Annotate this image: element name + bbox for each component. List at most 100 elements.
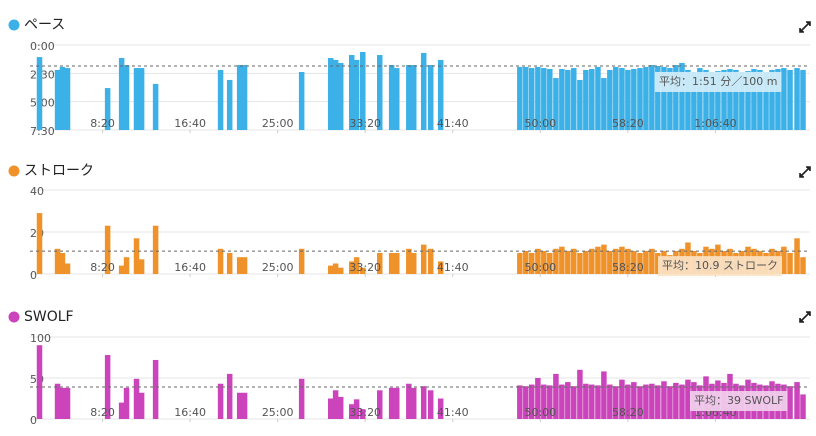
- bar: [59, 253, 66, 274]
- bar: [619, 68, 625, 130]
- bar: [583, 69, 589, 130]
- bar: [152, 225, 159, 274]
- bar: [547, 385, 553, 419]
- bar: [607, 69, 613, 130]
- bar: [727, 68, 733, 130]
- bar: [133, 238, 140, 274]
- bar: [631, 250, 637, 274]
- bar: [226, 79, 233, 130]
- bar: [410, 65, 417, 130]
- bar: [541, 250, 547, 274]
- bar: [601, 78, 607, 130]
- bar: [631, 382, 637, 419]
- bar: [751, 68, 757, 130]
- bar: [787, 386, 793, 419]
- y-tick-label: 7:30: [30, 125, 55, 138]
- bar: [733, 69, 739, 130]
- bar: [800, 69, 806, 130]
- bar: [769, 69, 775, 130]
- bar: [553, 373, 559, 419]
- expand-icon[interactable]: [799, 166, 811, 178]
- bar: [775, 68, 781, 130]
- bar: [637, 386, 643, 419]
- bar: [377, 390, 383, 419]
- bar: [236, 65, 243, 130]
- bar: [353, 59, 360, 130]
- legend-dot: [8, 165, 20, 177]
- bar: [637, 253, 643, 274]
- bar: [577, 79, 583, 130]
- bar: [685, 379, 691, 419]
- bar: [800, 394, 806, 419]
- x-tick-label: 16:40: [174, 406, 206, 419]
- bar: [577, 369, 583, 419]
- bar: [332, 59, 339, 130]
- bar: [637, 68, 643, 130]
- bar: [118, 58, 125, 130]
- bar: [535, 248, 541, 274]
- x-tick-label: 50:00: [524, 406, 556, 419]
- x-tick-label: 16:40: [174, 261, 206, 274]
- bar: [353, 399, 360, 419]
- bar: [559, 384, 565, 419]
- bar: [54, 383, 61, 419]
- bar: [360, 267, 366, 274]
- bar: [709, 72, 715, 130]
- bar: [583, 383, 589, 419]
- bar: [607, 250, 613, 274]
- bar: [613, 248, 619, 274]
- legend-dot: [8, 19, 20, 31]
- bar: [36, 57, 43, 130]
- bar: [298, 378, 305, 419]
- bar: [327, 58, 334, 130]
- chart-title: ペース: [24, 17, 65, 33]
- bar: [152, 83, 159, 130]
- bar: [565, 69, 571, 130]
- bar: [420, 386, 427, 419]
- average-label: 平均：1:51 分／100 m: [659, 75, 777, 88]
- y-tick-label: 0: [30, 414, 37, 427]
- bar: [427, 248, 434, 274]
- bar: [360, 51, 366, 130]
- bar: [559, 246, 565, 274]
- expand-icon[interactable]: [799, 21, 811, 33]
- bar: [348, 261, 355, 274]
- bar: [535, 66, 541, 130]
- x-tick-label: 8:20: [90, 406, 115, 419]
- bar: [601, 244, 607, 274]
- x-tick-label: 8:20: [90, 117, 115, 130]
- bar: [348, 55, 355, 131]
- expand-icon[interactable]: [799, 311, 811, 323]
- bar: [353, 257, 360, 274]
- bar: [649, 65, 655, 130]
- x-tick-label: 41:40: [437, 406, 469, 419]
- y-tick-label: 0:00: [30, 40, 55, 53]
- bar: [595, 246, 601, 274]
- bar: [298, 248, 305, 274]
- x-tick-label: 58:20: [612, 406, 644, 419]
- bar: [118, 265, 125, 274]
- bar: [377, 55, 383, 131]
- chart-title: SWOLF: [24, 309, 74, 325]
- average-label-bg: [655, 71, 782, 92]
- bar: [393, 387, 400, 419]
- bar: [673, 65, 679, 130]
- bar: [59, 387, 66, 419]
- bar: [715, 71, 721, 130]
- bar: [655, 253, 661, 274]
- bar: [427, 65, 434, 130]
- bar: [217, 248, 224, 274]
- x-tick-label: 50:00: [524, 117, 556, 130]
- bar: [535, 378, 541, 419]
- bar: [763, 72, 769, 130]
- bar: [406, 65, 412, 130]
- bar: [547, 253, 553, 274]
- bar: [595, 66, 601, 130]
- bar: [133, 68, 140, 130]
- bar: [123, 387, 130, 419]
- bar: [553, 248, 559, 274]
- x-tick-label: 33:20: [349, 261, 381, 274]
- bar: [781, 68, 787, 130]
- bar: [643, 66, 649, 130]
